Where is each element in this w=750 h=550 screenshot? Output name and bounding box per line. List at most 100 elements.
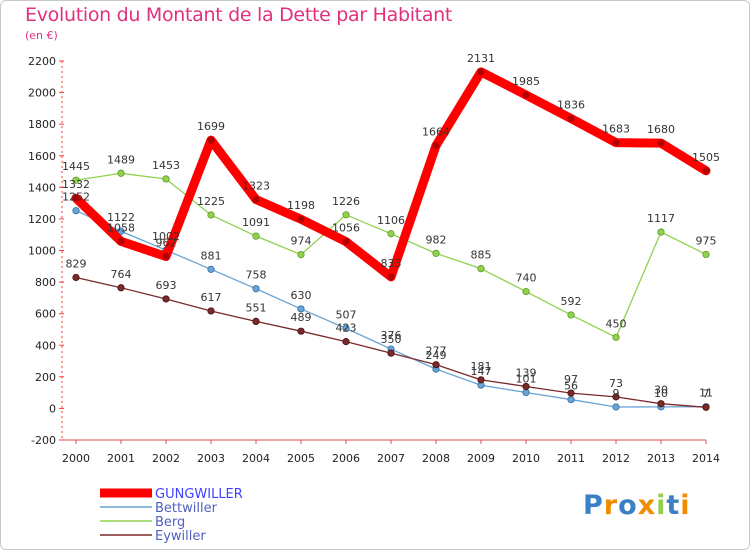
point-gungwiller xyxy=(432,142,440,150)
data-label-eywiller: 73 xyxy=(609,377,623,390)
point-berg xyxy=(117,169,125,177)
point-berg xyxy=(387,230,395,238)
data-label-gungwiller: 1058 xyxy=(107,221,135,234)
y-tick-label: 1000 xyxy=(28,245,56,258)
point-gungwiller xyxy=(567,114,575,122)
data-label-bettwiller: 1122 xyxy=(107,211,135,224)
point-bettwiller xyxy=(522,388,530,397)
legend-label-bettwiller: Bettwiller xyxy=(155,501,218,516)
data-label-bettwiller: 147 xyxy=(471,365,492,378)
data-label-gungwiller: 1056 xyxy=(332,222,360,235)
point-gungwiller xyxy=(297,215,305,223)
x-tick-label: 2001 xyxy=(107,452,135,465)
x-tick-label: 2013 xyxy=(647,452,675,465)
data-label-bettwiller: 1002 xyxy=(152,230,180,243)
logo-letter: P xyxy=(583,490,604,521)
data-label-eywiller: 30 xyxy=(654,384,668,397)
data-labels: 1252 1122 1002 881 758 630 507 376 249 147 101 56 9 1… xyxy=(62,52,720,400)
data-label-gungwiller: 1198 xyxy=(287,199,315,212)
data-label-eywiller: 181 xyxy=(471,360,492,373)
point-gungwiller xyxy=(117,237,125,245)
series-lines xyxy=(71,67,711,411)
data-label-bettwiller: 10 xyxy=(654,387,668,400)
x-tick-label: 2002 xyxy=(152,452,180,465)
point-berg xyxy=(252,232,260,240)
y-tick-label: 1400 xyxy=(28,181,56,194)
y-tick-label: 600 xyxy=(35,308,56,321)
x-tick-label: 2003 xyxy=(197,452,225,465)
data-label-bettwiller: 249 xyxy=(426,349,447,362)
data-label-bettwiller: 507 xyxy=(336,308,357,321)
logo-letter: i xyxy=(656,490,667,521)
point-eywiller xyxy=(432,361,440,369)
x-tick-label: 2004 xyxy=(242,452,270,465)
axes: -200 0 200 400 600 800 1000 1200 1400 1600 1800 200… xyxy=(28,55,720,465)
data-label-eywiller: 350 xyxy=(381,333,402,346)
x-tick-label: 2010 xyxy=(512,452,540,465)
y-tick-label: 2000 xyxy=(28,87,56,100)
point-gungwiller xyxy=(162,253,170,261)
data-label-eywiller: 551 xyxy=(246,301,267,314)
point-berg xyxy=(342,211,350,219)
chart-subtitle: (en €) xyxy=(25,29,58,42)
data-label-berg: 974 xyxy=(291,235,312,248)
x-tick-label: 2005 xyxy=(287,452,315,465)
point-bettwiller xyxy=(342,324,350,332)
data-label-gungwiller: 1332 xyxy=(62,178,90,191)
point-eywiller xyxy=(477,376,485,384)
x-tick-label: 2014 xyxy=(692,452,720,465)
chart-title: Evolution du Montant de la Dette par Hab… xyxy=(25,4,453,26)
point-berg xyxy=(432,249,440,257)
x-tick-label: 2006 xyxy=(332,452,360,465)
point-eywiller xyxy=(612,393,620,401)
point-eywiller xyxy=(72,273,80,282)
point-gungwiller xyxy=(612,139,620,147)
point-eywiller xyxy=(207,307,215,315)
logo-letter: i xyxy=(680,490,691,521)
point-eywiller xyxy=(567,389,575,397)
data-label-berg: 1106 xyxy=(377,214,405,227)
y-tick-label: 1800 xyxy=(28,118,56,131)
y-tick-label: 400 xyxy=(35,339,56,352)
point-eywiller xyxy=(162,295,170,303)
point-berg xyxy=(657,228,665,236)
data-label-eywiller: 693 xyxy=(156,279,177,292)
y-tick-label: 200 xyxy=(35,371,56,384)
data-label-gungwiller: 2131 xyxy=(467,52,495,65)
point-bettwiller xyxy=(567,395,575,404)
y-tick-label: 2200 xyxy=(28,55,56,68)
point-eywiller xyxy=(657,400,665,408)
data-label-bettwiller: 56 xyxy=(564,380,578,393)
logo-letter: t xyxy=(666,490,681,521)
point-berg xyxy=(567,311,575,319)
data-label-gungwiller: 1985 xyxy=(512,75,540,88)
data-label-eywiller: 829 xyxy=(66,258,87,271)
data-label-eywiller: 489 xyxy=(291,311,312,324)
logo-letter: x xyxy=(637,490,657,521)
data-label-berg: 1489 xyxy=(107,153,135,166)
data-label-berg: 1445 xyxy=(62,160,90,173)
data-label-berg: 1117 xyxy=(647,212,675,225)
data-label-berg: 1453 xyxy=(152,159,180,172)
data-label-gungwiller: 1699 xyxy=(197,120,225,133)
data-label-eywiller: 277 xyxy=(426,345,447,358)
data-label-berg: 975 xyxy=(696,234,717,247)
point-berg xyxy=(612,333,620,341)
data-label-gungwiller: 1323 xyxy=(242,179,270,192)
data-label-bettwiller: 101 xyxy=(516,372,537,385)
point-berg xyxy=(702,250,710,259)
point-berg xyxy=(207,211,215,219)
data-label-berg: 450 xyxy=(606,317,627,330)
point-bettwiller xyxy=(252,285,260,293)
data-label-berg: 982 xyxy=(426,233,447,246)
point-bettwiller xyxy=(72,207,80,215)
point-gungwiller xyxy=(207,136,215,144)
y-tick-label: 1200 xyxy=(28,213,56,226)
proxiti-logo: Proxiti xyxy=(583,490,691,521)
x-tick-label: 2000 xyxy=(62,452,90,465)
data-label-bettwiller: 630 xyxy=(291,289,312,302)
data-label-bettwiller: 11 xyxy=(699,387,713,400)
point-eywiller xyxy=(387,349,395,357)
data-label-bettwiller: 758 xyxy=(246,269,267,282)
